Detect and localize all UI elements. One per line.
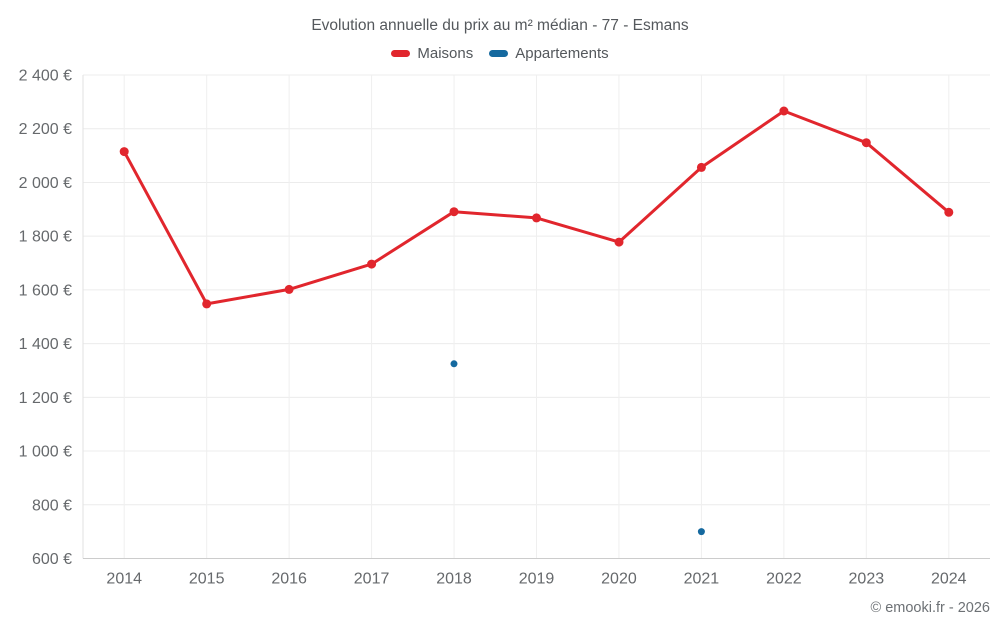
appartements-legend-swatch-icon (489, 50, 509, 57)
data-point-maisons[interactable] (532, 213, 541, 223)
data-point-maisons[interactable] (449, 207, 459, 217)
y-axis-tick-label: 1 000 € (19, 444, 72, 461)
data-point-maisons[interactable] (944, 207, 954, 217)
chart-title: Evolution annuelle du prix au m² médian … (311, 17, 689, 34)
y-axis-tick-label: 1 600 € (19, 282, 72, 299)
maisons-legend-swatch-icon (391, 50, 411, 57)
x-axis-tick-label: 2018 (436, 571, 472, 588)
x-axis-tick-label: 2024 (931, 571, 967, 588)
copyright-text: © emooki.fr - 2026 (870, 600, 990, 616)
legend-item-maisons[interactable]: Maisons (391, 45, 473, 62)
x-axis-tick-label: 2019 (519, 571, 555, 588)
legend-label-appartements: Appartements (515, 45, 609, 62)
x-axis-tick-label: 2017 (354, 571, 390, 588)
data-point-appartements[interactable] (450, 360, 458, 368)
data-point-maisons[interactable] (614, 237, 624, 247)
x-axis-tick-label: 2020 (601, 571, 637, 588)
x-axis-tick-label: 2021 (684, 571, 720, 588)
x-axis-tick-label: 2023 (849, 571, 885, 588)
data-point-maisons[interactable] (119, 147, 129, 157)
x-axis-tick-label: 2015 (189, 571, 225, 588)
y-axis-tick-label: 2 400 € (19, 68, 72, 85)
y-axis-tick-label: 600 € (32, 551, 72, 568)
x-axis-tick-label: 2016 (271, 571, 307, 588)
data-point-maisons[interactable] (861, 138, 871, 148)
y-axis-tick-label: 2 200 € (19, 121, 72, 138)
y-axis-tick-label: 2 000 € (19, 175, 72, 192)
data-point-maisons[interactable] (284, 284, 294, 294)
data-point-appartements[interactable] (697, 528, 705, 536)
legend-item-appartements[interactable]: Appartements (489, 45, 609, 62)
x-axis-tick-label: 2022 (766, 571, 802, 588)
legend-label-maisons: Maisons (417, 45, 474, 62)
y-axis-tick-label: 1 200 € (19, 390, 72, 407)
data-point-maisons[interactable] (779, 106, 789, 116)
data-point-maisons[interactable] (367, 259, 377, 269)
x-axis-tick-label: 2014 (106, 571, 142, 588)
y-axis-tick-label: 1 400 € (19, 336, 72, 353)
data-point-maisons[interactable] (202, 299, 212, 309)
legend: Maisons Appartements (0, 45, 1000, 62)
data-point-maisons[interactable] (696, 162, 706, 172)
y-axis-tick-label: 800 € (32, 497, 72, 514)
y-axis-tick-label: 1 800 € (19, 229, 72, 246)
